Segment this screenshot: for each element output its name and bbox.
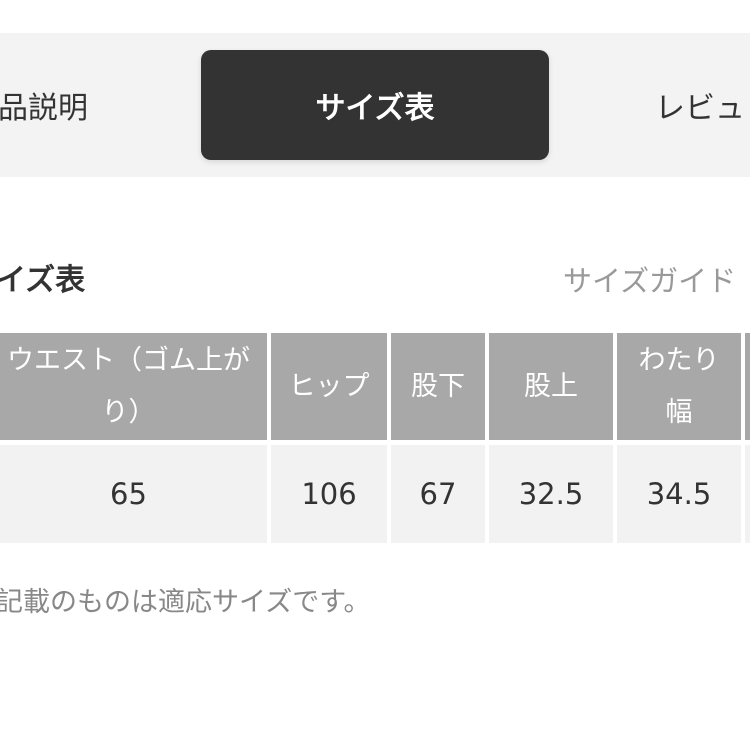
cell-thigh-width: 34.5 [617, 445, 741, 543]
cell-rise: 32.5 [489, 445, 613, 543]
header-waist: ウエスト（ゴム上がり） [0, 333, 267, 440]
cell-hip: 106 [271, 445, 387, 543]
size-guide-link[interactable]: サイズガイド [563, 264, 737, 298]
cell-waist: 65 [0, 445, 267, 543]
tab-product-description[interactable]: 品説明 [0, 91, 88, 126]
cell-inseam: 67 [391, 445, 485, 543]
header-next [745, 333, 750, 440]
section-title: イズ表 [0, 263, 86, 298]
header-thigh-width: わたり幅 [617, 333, 741, 440]
cell-next [745, 445, 750, 543]
tab-reviews[interactable]: レビュ [655, 91, 745, 126]
tab-bar: 品説明 サイズ表 レビュ [0, 33, 750, 177]
header-hip: ヒップ [271, 333, 387, 440]
header-inseam: 股下 [391, 333, 485, 440]
header-rise: 股上 [489, 333, 613, 440]
tab-size-chart[interactable]: サイズ表 [201, 50, 549, 160]
size-note: 記載のものは適応サイズです。 [0, 587, 371, 618]
